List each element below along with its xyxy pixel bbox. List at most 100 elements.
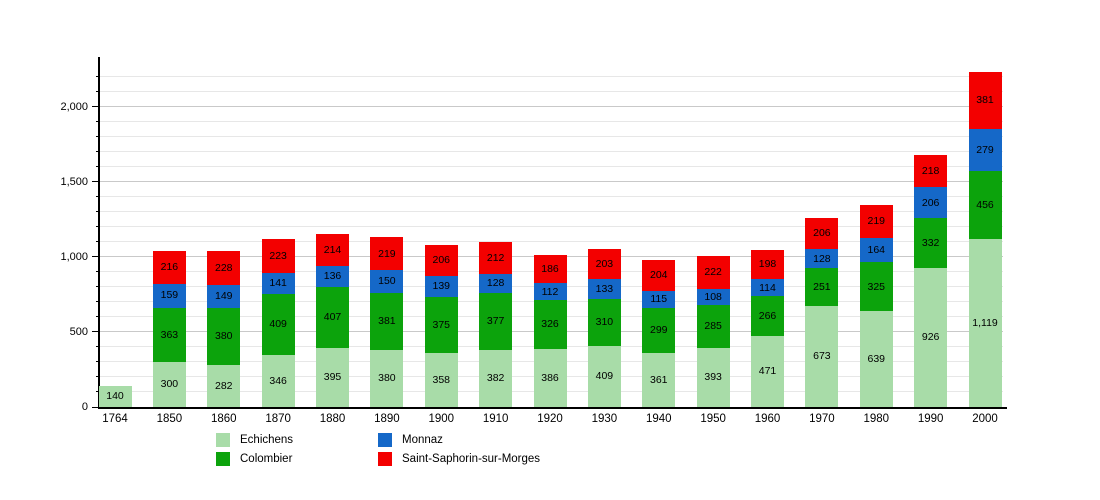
bar-value-label: 128 bbox=[486, 277, 505, 290]
bar-segment-echichens: 300 bbox=[152, 361, 186, 407]
y-axis-tick bbox=[92, 106, 99, 108]
bar-segment-colombier: 363 bbox=[152, 307, 186, 362]
bar-segment-monnaz: 149 bbox=[207, 285, 241, 308]
bar-value-label: 326 bbox=[541, 318, 559, 331]
gridline bbox=[100, 226, 1003, 228]
bar-segment-saint-saphorin-sur-morges: 219 bbox=[859, 204, 893, 238]
bar-segment-saint-saphorin-sur-morges: 219 bbox=[370, 237, 404, 271]
y-axis-label: 500 bbox=[69, 325, 88, 338]
bar-value-label: 639 bbox=[867, 352, 886, 365]
bar-value-label: 186 bbox=[541, 263, 559, 276]
x-axis-label: 1940 bbox=[645, 413, 672, 425]
bar-value-label: 228 bbox=[214, 261, 233, 274]
bar-value-label: 382 bbox=[486, 372, 505, 385]
y-axis-minor-tick bbox=[96, 136, 99, 138]
bar-value-label: 266 bbox=[758, 310, 777, 323]
bar-value-label: 363 bbox=[160, 328, 179, 341]
bar-value-label: 299 bbox=[649, 324, 668, 337]
bar-value-label: 282 bbox=[214, 379, 233, 392]
bar-segment-echichens: 382 bbox=[479, 349, 513, 407]
bar-value-label: 159 bbox=[160, 289, 179, 302]
bar-value-label: 216 bbox=[160, 261, 179, 274]
bar-segment-monnaz: 133 bbox=[587, 279, 621, 300]
bar-value-label: 673 bbox=[813, 350, 831, 363]
bar-value-label: 346 bbox=[269, 374, 287, 387]
bar-value-label: 926 bbox=[921, 331, 940, 344]
bar-segment-echichens: 395 bbox=[316, 347, 349, 407]
y-axis-minor-tick bbox=[96, 376, 99, 378]
bar-value-label: 206 bbox=[921, 196, 940, 209]
x-axis-label: 1900 bbox=[428, 413, 455, 425]
bar-segment-saint-saphorin-sur-morges: 186 bbox=[533, 255, 567, 284]
bar-segment-saint-saphorin-sur-morges: 206 bbox=[805, 218, 839, 250]
x-axis-label: 1920 bbox=[537, 413, 563, 425]
gridline bbox=[100, 76, 1003, 78]
x-axis-line bbox=[98, 407, 1007, 409]
bar-segment-monnaz: 108 bbox=[696, 289, 730, 306]
x-axis-label: 2000 bbox=[972, 413, 998, 425]
legend-label: Monnaz bbox=[402, 434, 443, 446]
bar-segment-echichens: 471 bbox=[751, 336, 784, 407]
gridline bbox=[100, 211, 1003, 213]
bar-segment-colombier: 251 bbox=[805, 268, 839, 307]
bar-segment-colombier: 266 bbox=[751, 296, 784, 337]
y-axis-label: 1,500 bbox=[60, 175, 88, 188]
bar-segment-echichens: 380 bbox=[370, 349, 404, 407]
bar-segment-colombier: 299 bbox=[642, 307, 676, 353]
x-axis-label: 1970 bbox=[809, 413, 835, 425]
bar-segment-monnaz: 164 bbox=[859, 237, 893, 263]
bar-value-label: 206 bbox=[813, 227, 831, 240]
y-axis-minor-tick bbox=[96, 346, 99, 348]
x-axis-label: 1850 bbox=[156, 413, 183, 425]
y-axis-minor-tick bbox=[96, 91, 99, 93]
bar-value-label: 471 bbox=[758, 365, 777, 378]
bar-value-label: 251 bbox=[813, 280, 831, 293]
gridline bbox=[100, 121, 1003, 123]
bar-segment-echichens: 1,119 bbox=[968, 239, 1002, 407]
legend-swatch-colombier bbox=[216, 452, 230, 466]
bar-value-label: 279 bbox=[976, 143, 994, 156]
bar-segment-saint-saphorin-sur-morges: 203 bbox=[587, 248, 621, 280]
bar-segment-saint-saphorin-sur-morges: 228 bbox=[207, 251, 241, 286]
legend-label: Saint-Saphorin-sur-Morges bbox=[402, 453, 541, 465]
bar-segment-echichens: 282 bbox=[207, 364, 241, 407]
legend-swatch-saint-saphorin-sur-morges bbox=[378, 452, 392, 466]
bar-segment-echichens: 409 bbox=[587, 345, 621, 407]
bar-value-label: 285 bbox=[704, 320, 722, 333]
bar-value-label: 222 bbox=[704, 266, 722, 279]
bar-value-label: 133 bbox=[595, 282, 614, 295]
bar-value-label: 203 bbox=[595, 257, 614, 270]
y-axis-minor-tick bbox=[96, 226, 99, 228]
y-axis-minor-tick bbox=[96, 316, 99, 318]
bar-segment-colombier: 409 bbox=[261, 293, 295, 356]
bar-value-label: 381 bbox=[378, 315, 396, 328]
bar-segment-monnaz: 112 bbox=[533, 283, 567, 301]
y-axis-tick bbox=[92, 331, 99, 333]
y-axis-minor-tick bbox=[96, 241, 99, 243]
legend-label: Colombier bbox=[240, 453, 293, 465]
bar-segment-echichens: 346 bbox=[261, 355, 295, 407]
x-axis-label: 1980 bbox=[863, 413, 890, 425]
bar-segment-saint-saphorin-sur-morges: 204 bbox=[642, 260, 676, 291]
y-axis-label: 1,000 bbox=[60, 250, 88, 263]
bar-value-label: 300 bbox=[160, 378, 179, 391]
bar-value-label: 361 bbox=[649, 373, 668, 386]
x-axis-label: 1990 bbox=[917, 413, 944, 425]
bar-segment-saint-saphorin-sur-morges: 218 bbox=[914, 154, 948, 188]
bar-segment-colombier: 285 bbox=[696, 305, 730, 349]
y-axis-label: 0 bbox=[81, 401, 88, 413]
bar-value-label: 223 bbox=[269, 249, 287, 262]
bar-value-label: 407 bbox=[323, 310, 342, 323]
x-axis-label: 1880 bbox=[319, 413, 346, 425]
bar-segment-monnaz: 136 bbox=[316, 266, 349, 287]
bar-segment-saint-saphorin-sur-morges: 206 bbox=[424, 245, 458, 277]
bar-value-label: 358 bbox=[432, 373, 451, 386]
bar-value-label: 140 bbox=[106, 390, 124, 403]
gridline bbox=[100, 181, 1003, 183]
bar-value-label: 198 bbox=[758, 258, 777, 271]
bar-segment-colombier: 381 bbox=[370, 292, 404, 350]
bar-segment-monnaz: 128 bbox=[805, 249, 839, 269]
bar-segment-saint-saphorin-sur-morges: 381 bbox=[968, 71, 1002, 129]
bar-value-label: 380 bbox=[214, 329, 233, 342]
